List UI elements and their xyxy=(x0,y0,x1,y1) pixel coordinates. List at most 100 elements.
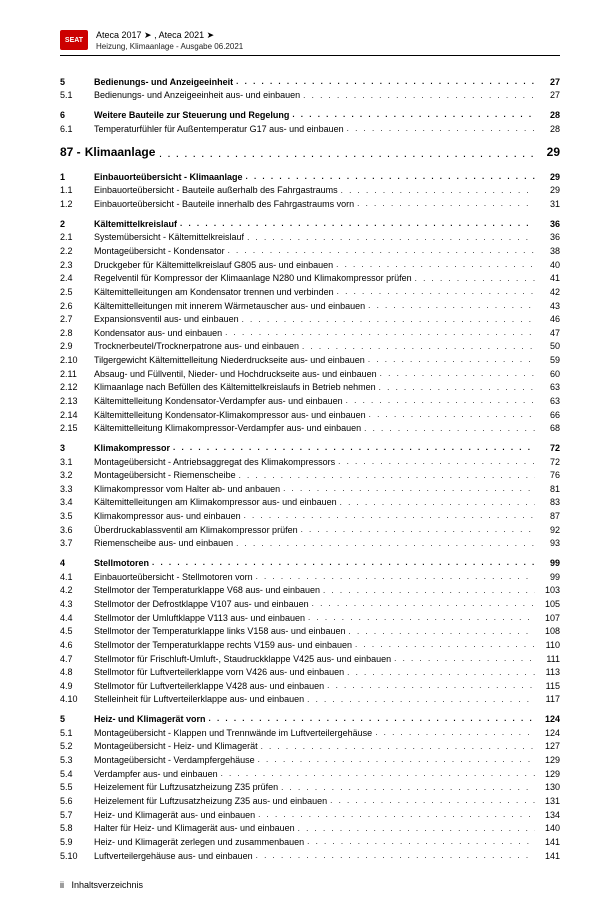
entry-number: 2.8 xyxy=(60,327,94,339)
entry-page: 28 xyxy=(535,109,560,121)
entry-page: 115 xyxy=(535,680,560,692)
entry-number: 4.7 xyxy=(60,653,94,665)
toc-row: 1.2Einbauorteübersicht - Bauteile innerh… xyxy=(60,198,560,210)
entry-page: 99 xyxy=(535,557,560,569)
entry-page: 124 xyxy=(535,713,560,725)
entry-page: 60 xyxy=(535,368,560,380)
leader-dots xyxy=(307,695,535,706)
leader-dots xyxy=(355,640,535,651)
entry-page: 41 xyxy=(535,272,560,284)
leader-dots xyxy=(308,613,535,624)
entry-title: Verdampfer aus- und einbauen xyxy=(94,768,221,780)
entry-title: Stellmotor der Defrostklappe V107 aus- u… xyxy=(94,598,312,610)
entry-page: 99 xyxy=(535,571,560,583)
entry-page: 38 xyxy=(535,245,560,257)
entry-title: Kältemittelleitungen mit innerem Wärmeta… xyxy=(94,300,368,312)
entry-number: 5.3 xyxy=(60,754,94,766)
leader-dots xyxy=(303,91,535,102)
entry-number: 3.2 xyxy=(60,469,94,481)
entry-title: Temperaturfühler für Außentemperatur G17… xyxy=(94,123,347,135)
entry-number: 5.10 xyxy=(60,850,94,862)
leader-dots xyxy=(258,810,535,821)
leader-dots xyxy=(415,274,535,285)
toc-row: 4.10Stelleinheit für Luftverteilerklappe… xyxy=(60,693,560,705)
leader-dots xyxy=(209,714,535,725)
leader-dots xyxy=(380,369,535,380)
leader-dots xyxy=(256,572,535,583)
entry-title: Kältemittelleitung Kondensator-Verdampfe… xyxy=(94,395,346,407)
leader-dots xyxy=(281,783,535,794)
entry-page: 124 xyxy=(535,727,560,739)
entry-number: 2.1 xyxy=(60,231,94,243)
entry-title: Heiz- und Klimagerät aus- und einbauen xyxy=(94,809,258,821)
entry-title: Stellmotor der Temperaturklappe links V1… xyxy=(94,625,349,637)
entry-title: Kältemittelleitungen am Kondensator tren… xyxy=(94,286,337,298)
entry-number: 3.7 xyxy=(60,537,94,549)
entry-page: 141 xyxy=(535,836,560,848)
toc-row: 2.8Kondensator aus- und einbauen47 xyxy=(60,327,560,339)
toc-row: 4.2Stellmotor der Temperaturklappe V68 a… xyxy=(60,584,560,596)
toc-row: 2.7Expansionsventil aus- und einbauen46 xyxy=(60,313,560,325)
leader-dots xyxy=(292,110,535,121)
entry-title: Kältemittelleitung Kondensator-Klimakomp… xyxy=(94,409,369,421)
entry-title: Heiz- und Klimagerät zerlegen und zusamm… xyxy=(94,836,307,848)
leader-dots xyxy=(244,511,535,522)
toc-row: 4Stellmotoren99 xyxy=(60,557,560,569)
toc-row: 2.14Kältemittelleitung Kondensator-Klima… xyxy=(60,409,560,421)
leader-dots xyxy=(246,172,535,183)
toc-row: 5.4Verdampfer aus- und einbauen129 xyxy=(60,768,560,780)
entry-title: Einbauorteübersicht - Bauteile innerhalb… xyxy=(94,198,357,210)
leader-dots xyxy=(341,186,535,197)
entry-number: 4.3 xyxy=(60,598,94,610)
entry-number: 2.7 xyxy=(60,313,94,325)
entry-title: Trocknerbeutel/Trocknerpatrone aus- und … xyxy=(94,340,302,352)
entry-number: 3.1 xyxy=(60,456,94,468)
leader-dots xyxy=(256,851,535,862)
toc-row: 2.15Kältemittelleitung Klimakompressor-V… xyxy=(60,422,560,434)
entry-number: 5 xyxy=(60,713,94,725)
entry-title: Stelleinheit für Luftverteilerklappe aus… xyxy=(94,693,307,705)
entry-number: 2.11 xyxy=(60,368,94,380)
entry-number: 5.6 xyxy=(60,795,94,807)
entry-page: 140 xyxy=(535,822,560,834)
entry-title: Heiz- und Klimagerät vorn xyxy=(94,713,209,725)
leader-dots xyxy=(159,150,535,159)
toc-row: 4.1Einbauorteübersicht - Stellmotoren vo… xyxy=(60,571,560,583)
header-models: Ateca 2017 ➤ , Ateca 2021 ➤ xyxy=(96,30,243,42)
toc-row: 5.6Heizelement für Luftzusatzheizung Z35… xyxy=(60,795,560,807)
entry-title: Riemenscheibe aus- und einbauen xyxy=(94,537,236,549)
entry-title: Druckgeber für Kältemittelkreislauf G805… xyxy=(94,259,336,271)
entry-number: 2.10 xyxy=(60,354,94,366)
toc-row: 3.3Klimakompressor vom Halter ab- und an… xyxy=(60,483,560,495)
entry-page: 141 xyxy=(535,850,560,862)
entry-title: Stellmotoren xyxy=(94,557,152,569)
toc-row: 3.6Überdruckablassventil am Klimakompres… xyxy=(60,524,560,536)
toc-row: 5.2Montageübersicht - Heiz- und Klimager… xyxy=(60,740,560,752)
entry-number: 3 xyxy=(60,442,94,454)
entry-page: 29 xyxy=(535,171,560,183)
entry-page: 105 xyxy=(535,598,560,610)
entry-page: 111 xyxy=(535,653,560,665)
entry-title: Montageübersicht - Kondensator xyxy=(94,245,228,257)
toc-row: 5Heiz- und Klimagerät vorn 124 xyxy=(60,713,560,725)
entry-number: 2.3 xyxy=(60,259,94,271)
entry-number: 5.2 xyxy=(60,740,94,752)
toc-row: 3.2Montageübersicht - Riemenscheibe76 xyxy=(60,469,560,481)
entry-title: Bedienungs- und Anzeigeeinheit xyxy=(94,76,236,88)
leader-dots xyxy=(239,471,535,482)
entry-page: 27 xyxy=(535,89,560,101)
entry-title: Tilgergewicht Kältemittelleitung Niederd… xyxy=(94,354,368,366)
leader-dots xyxy=(225,328,535,339)
entry-page: 113 xyxy=(535,666,560,678)
entry-number: 5.5 xyxy=(60,781,94,793)
leader-dots xyxy=(242,315,535,326)
entry-page: 27 xyxy=(535,76,560,88)
toc-row: 1.1Einbauorteübersicht - Bauteile außerh… xyxy=(60,184,560,196)
toc-row: 5.9Heiz- und Klimagerät zerlegen und zus… xyxy=(60,836,560,848)
entry-title: Klimakompressor xyxy=(94,442,173,454)
entry-page: 93 xyxy=(535,537,560,549)
entry-number: 5.9 xyxy=(60,836,94,848)
chapter-title: Klimaanlage xyxy=(85,145,160,159)
entry-title: Stellmotor für Luftverteilerklappe V428 … xyxy=(94,680,327,692)
toc-row: 2.9Trocknerbeutel/Trocknerpatrone aus- u… xyxy=(60,340,560,352)
